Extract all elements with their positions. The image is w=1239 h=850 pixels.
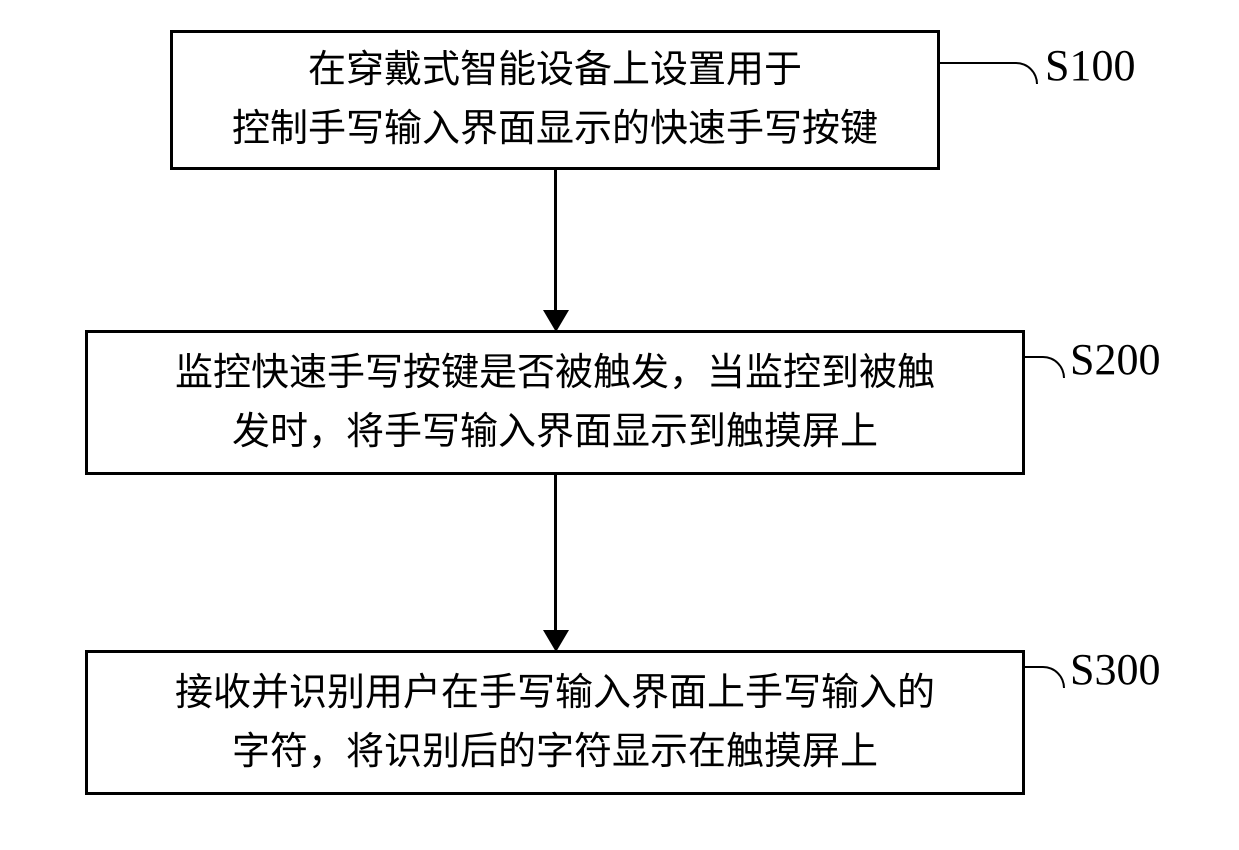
label-connector-s200 xyxy=(1025,356,1065,378)
step-s100-line2: 控制手写输入界面显示的快速手写按键 xyxy=(232,100,878,159)
label-connector-s300 xyxy=(1025,666,1065,688)
arrow-s100-s200 xyxy=(554,170,557,312)
step-box-s100: 在穿戴式智能设备上设置用于 控制手写输入界面显示的快速手写按键 xyxy=(170,30,940,170)
step-s300-line1: 接收并识别用户在手写输入界面上手写输入的 xyxy=(175,664,935,723)
arrow-s200-s300 xyxy=(554,475,557,632)
step-box-s300: 接收并识别用户在手写输入界面上手写输入的 字符，将识别后的字符显示在触摸屏上 xyxy=(85,650,1025,795)
arrow-head-s200-s300 xyxy=(543,630,569,652)
step-label-s100: S100 xyxy=(1045,40,1135,91)
step-label-s200: S200 xyxy=(1070,334,1160,385)
label-connector-s100 xyxy=(940,62,1038,84)
step-s200-line2: 发时，将手写输入界面显示到触摸屏上 xyxy=(232,403,878,462)
step-box-s200: 监控快速手写按键是否被触发，当监控到被触 发时，将手写输入界面显示到触摸屏上 xyxy=(85,330,1025,475)
step-label-s300: S300 xyxy=(1070,644,1160,695)
arrow-head-s100-s200 xyxy=(543,310,569,332)
step-s200-line1: 监控快速手写按键是否被触发，当监控到被触 xyxy=(175,344,935,403)
step-s100-line1: 在穿戴式智能设备上设置用于 xyxy=(308,41,802,100)
step-s300-line2: 字符，将识别后的字符显示在触摸屏上 xyxy=(232,723,878,782)
